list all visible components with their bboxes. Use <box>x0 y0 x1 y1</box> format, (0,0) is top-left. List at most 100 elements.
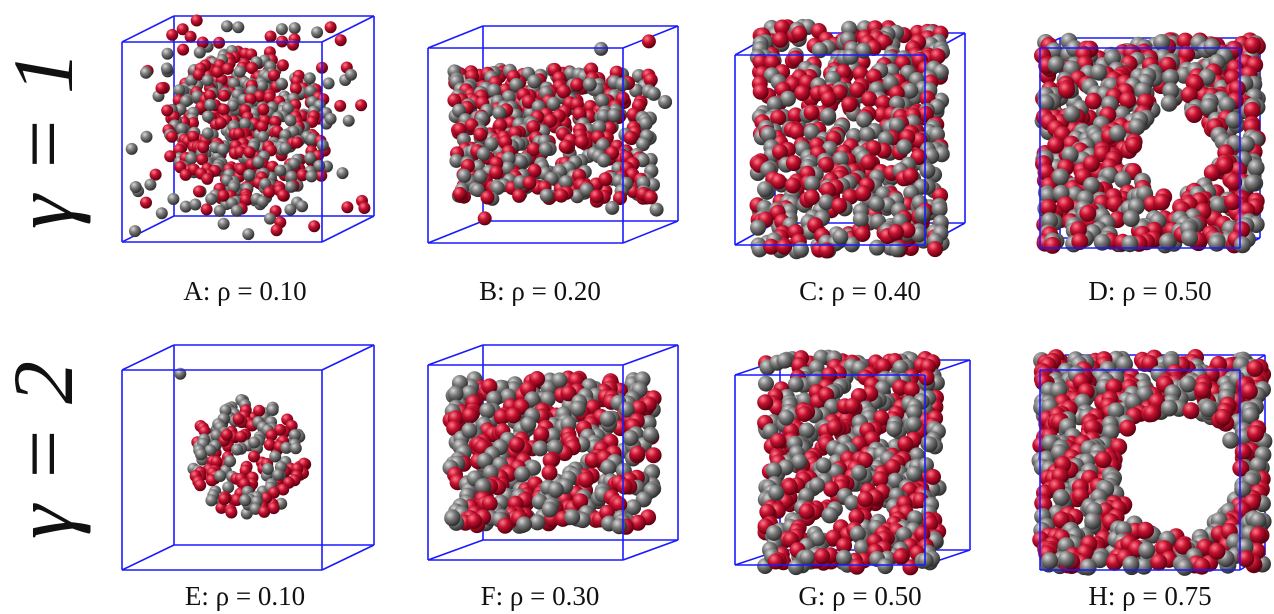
particle <box>822 507 839 524</box>
particle <box>542 452 559 469</box>
particle <box>201 172 214 185</box>
particle <box>768 484 785 501</box>
particle <box>239 193 252 206</box>
particle <box>770 109 787 126</box>
particle <box>859 126 876 143</box>
panel-caption: A: ρ = 0.10 <box>183 276 306 306</box>
particle <box>788 559 804 576</box>
particle <box>836 549 852 566</box>
particle <box>776 352 793 369</box>
particle <box>757 181 773 198</box>
particle <box>217 217 230 230</box>
particle <box>1079 558 1097 576</box>
particle <box>277 483 290 496</box>
particle <box>457 168 472 183</box>
panel-caption: G: ρ = 0.50 <box>798 581 921 611</box>
particle <box>833 151 849 168</box>
panel <box>734 18 966 260</box>
particle <box>512 188 527 203</box>
particle <box>629 445 646 462</box>
particle <box>470 183 485 198</box>
particle <box>1176 32 1194 50</box>
particle <box>1082 155 1100 173</box>
particle <box>796 406 813 422</box>
particle <box>1200 98 1218 115</box>
row-label: γ = 1 <box>0 51 91 229</box>
particle <box>931 201 948 218</box>
particle <box>192 68 205 81</box>
particle <box>763 238 780 255</box>
particle <box>643 190 658 205</box>
panel <box>1031 349 1273 576</box>
particle <box>906 465 923 482</box>
particle <box>140 196 152 209</box>
particle <box>489 165 504 180</box>
particle <box>1244 36 1262 54</box>
particle <box>452 186 467 201</box>
particle <box>261 462 274 475</box>
particle <box>1122 210 1140 227</box>
particle <box>611 518 628 535</box>
particle <box>781 479 798 496</box>
particle <box>546 96 561 111</box>
particle <box>875 358 892 375</box>
particle <box>1180 86 1198 104</box>
particle <box>533 426 550 443</box>
particle <box>787 107 804 124</box>
particle <box>177 43 190 56</box>
particle <box>214 470 227 482</box>
particle <box>1249 526 1267 544</box>
particle <box>1159 233 1176 251</box>
particle <box>558 139 573 154</box>
particle <box>289 82 302 95</box>
particle <box>818 194 835 211</box>
particle <box>1193 557 1211 575</box>
particle <box>572 493 589 510</box>
particle <box>785 155 802 172</box>
particle <box>1160 399 1178 417</box>
particle <box>1246 359 1264 377</box>
particle <box>242 228 255 241</box>
particle <box>279 142 292 155</box>
particle <box>570 77 585 92</box>
particle <box>560 385 577 402</box>
particle <box>1209 196 1227 214</box>
particle <box>243 146 256 159</box>
particle <box>462 407 479 424</box>
particle <box>285 170 298 183</box>
panel-caption: B: ρ = 0.20 <box>479 276 601 306</box>
particle <box>1181 229 1199 247</box>
box-edge <box>321 344 375 371</box>
particle <box>324 112 337 125</box>
panel-caption: F: ρ = 0.30 <box>481 581 600 611</box>
particle <box>311 26 324 39</box>
particle <box>798 503 815 520</box>
particle <box>641 34 656 49</box>
particle <box>645 447 662 464</box>
particle <box>1203 164 1221 182</box>
particle <box>232 127 245 140</box>
particle <box>1090 63 1108 81</box>
particle <box>803 189 820 206</box>
particle <box>902 82 919 99</box>
particle <box>767 553 784 570</box>
particle <box>770 432 787 449</box>
particle <box>161 47 174 60</box>
particle <box>823 481 840 498</box>
particle <box>203 89 216 102</box>
particle <box>1249 512 1267 529</box>
particle <box>640 414 657 431</box>
particle <box>1232 459 1250 477</box>
particle <box>1083 176 1100 194</box>
particle <box>820 182 836 198</box>
particle <box>193 46 206 59</box>
particle <box>759 503 776 520</box>
particle <box>892 548 909 565</box>
particle <box>165 130 178 143</box>
particle <box>799 549 816 566</box>
particle <box>752 53 769 70</box>
particle <box>927 241 944 258</box>
particle <box>832 228 849 245</box>
particle <box>914 526 931 542</box>
particle <box>204 98 217 111</box>
